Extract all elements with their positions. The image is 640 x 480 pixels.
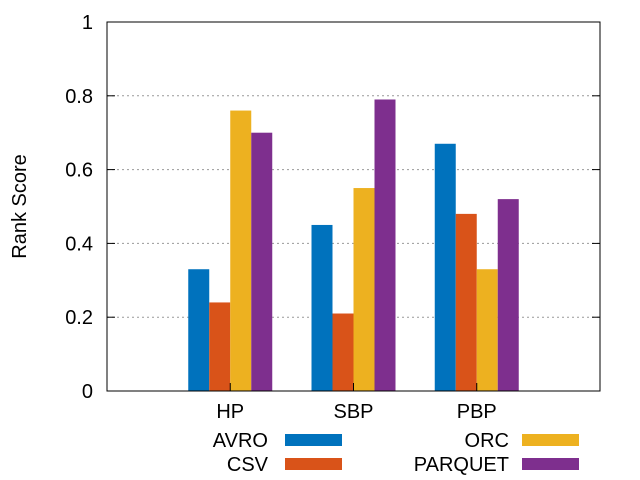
legend-label-orc: ORC: [465, 430, 509, 452]
x-axis-ticks: HP SBP PBP: [216, 383, 497, 423]
bar-avro-hp: [188, 269, 210, 391]
x-tick-label: SBP: [333, 401, 373, 423]
bar-orc-pbp: [476, 269, 498, 391]
bar-parquet-sbp: [374, 99, 396, 392]
bar-parquet-hp: [251, 132, 273, 391]
y-axis-ticks: 0 0.2 0.4 0.6 0.8 1: [65, 12, 600, 403]
bar-orc-hp: [230, 110, 252, 391]
bar-orc-sbp: [353, 188, 375, 391]
y-tick-label: 0: [82, 381, 93, 403]
y-tick-label: 0.2: [65, 307, 93, 329]
bars: [188, 99, 519, 392]
bar-csv-sbp: [332, 313, 354, 391]
legend-swatch-orc: [522, 434, 579, 446]
legend-swatch-avro: [285, 434, 342, 446]
legend-label-parquet: PARQUET: [414, 454, 509, 476]
legend-label-avro: AVRO: [213, 430, 268, 452]
y-tick-label: 0.8: [65, 86, 93, 108]
y-axis-title: Rank Score: [9, 154, 31, 259]
legend-swatch-parquet: [522, 458, 579, 470]
legend-swatch-csv: [285, 458, 342, 470]
bar-avro-pbp: [434, 143, 456, 391]
legend-label-csv: CSV: [227, 454, 269, 476]
bar-avro-sbp: [311, 224, 333, 391]
x-tick-label: HP: [216, 401, 244, 423]
bar-csv-hp: [209, 302, 231, 391]
bar-parquet-pbp: [497, 199, 519, 391]
y-tick-label: 0.6: [65, 160, 93, 182]
bar-csv-pbp: [455, 213, 477, 391]
y-tick-label: 1: [82, 12, 93, 34]
x-tick-label: PBP: [457, 401, 497, 423]
y-tick-label: 0.4: [65, 233, 93, 255]
